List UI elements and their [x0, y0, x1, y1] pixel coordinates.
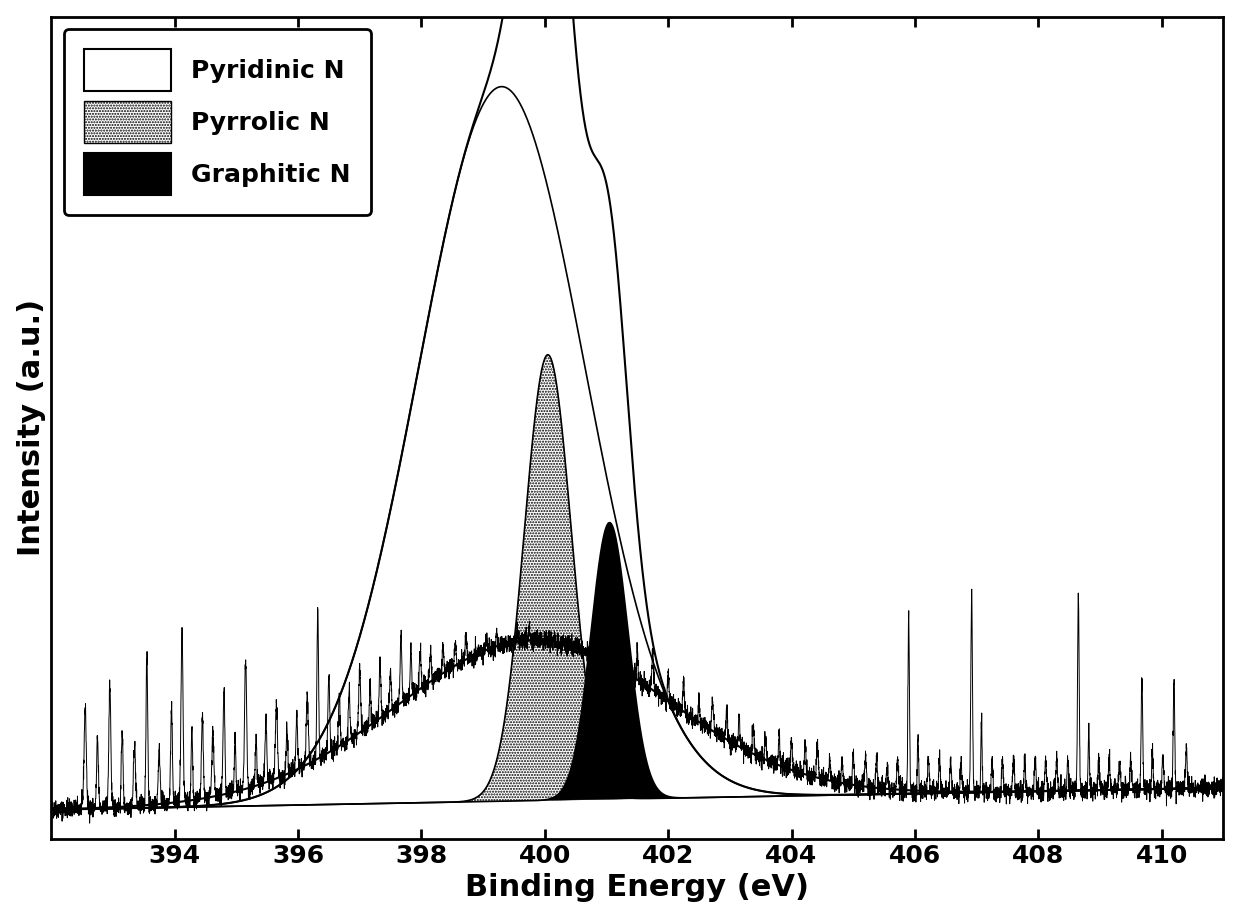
Y-axis label: Intensity (a.u.): Intensity (a.u.)	[16, 300, 46, 556]
Legend: Pyridinic N, Pyrrolic N, Graphitic N: Pyridinic N, Pyrrolic N, Graphitic N	[63, 29, 371, 215]
X-axis label: Binding Energy (eV): Binding Energy (eV)	[465, 873, 810, 902]
